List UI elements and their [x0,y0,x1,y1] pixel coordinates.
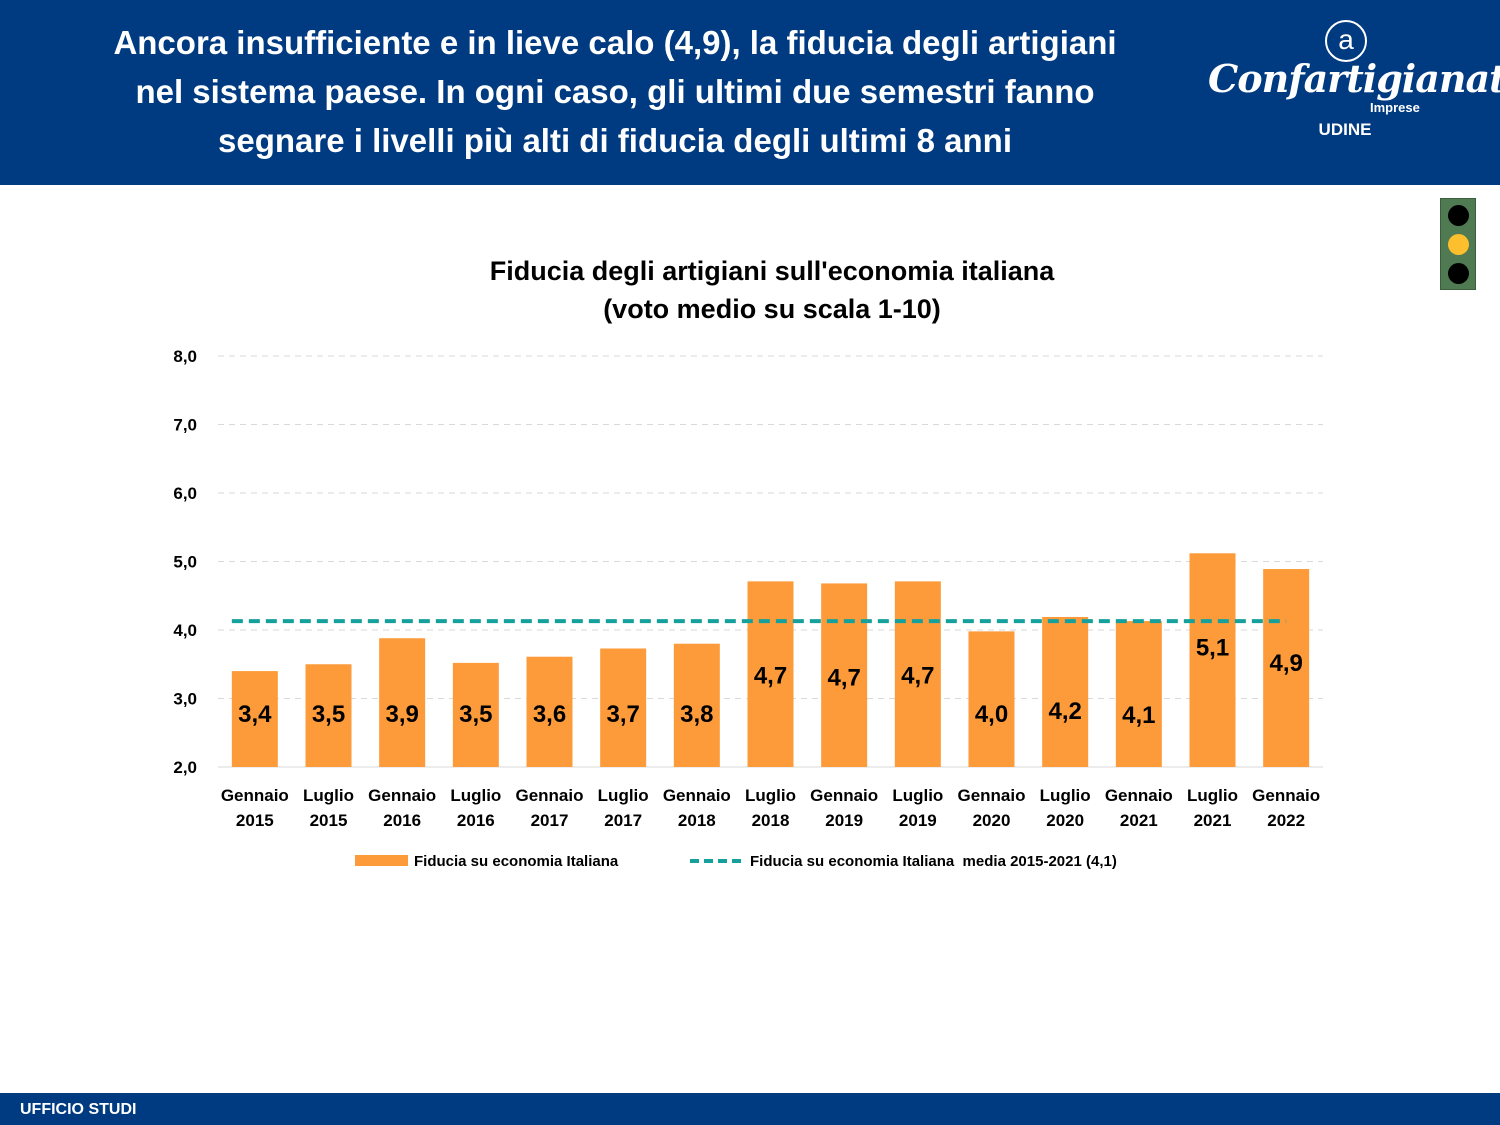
x-tick-label: Gennaio [957,786,1025,805]
x-tick-label-year: 2019 [825,811,863,830]
data-label: 4,0 [975,701,1008,728]
bar [894,581,941,767]
x-tick-label-year: 2018 [678,811,716,830]
logo-city: UDINE [1318,120,1372,139]
bar [747,581,794,767]
x-tick-label-year: 2015 [310,811,348,830]
x-tick-label: Gennaio [810,786,878,805]
x-tick-label: Gennaio [368,786,436,805]
data-label: 4,7 [901,662,934,689]
x-tick-label-year: 2016 [457,811,495,830]
x-tick-label: Luglio [598,786,649,805]
data-label: 3,9 [385,701,418,728]
legend-bar-swatch [355,855,408,866]
x-tick-label-year: 2022 [1267,811,1305,830]
x-tick-label: Luglio [1187,786,1238,805]
logo-name: Confartigianato [1208,56,1500,101]
data-label: 4,7 [827,664,860,691]
data-label: 5,1 [1196,634,1229,661]
y-tick-label: 7,0 [173,416,197,435]
x-tick-label-year: 2016 [383,811,421,830]
y-tick-label: 5,0 [173,553,197,572]
x-tick-label-year: 2020 [973,811,1011,830]
bar [600,648,647,767]
traffic-light-icon [1440,198,1476,290]
x-tick-label: Gennaio [1105,786,1173,805]
data-label: 3,5 [459,701,492,728]
x-tick-label: Gennaio [515,786,583,805]
logo-at-icon: a [1325,20,1367,62]
legend-bar-label: Fiducia su economia Italiana [414,853,619,870]
bar [821,583,868,767]
x-tick-label-year: 2017 [604,811,642,830]
traffic-light-red [1448,205,1469,226]
y-tick-label: 3,0 [173,690,197,709]
data-label: 3,7 [606,701,639,728]
legend-line-label: Fiducia su economia Italiana media 2015-… [750,853,1117,870]
logo-subtitle: Imprese [1370,100,1420,115]
y-tick-label: 6,0 [173,484,197,503]
traffic-light-yellow [1448,234,1469,255]
bar [1115,621,1162,767]
x-tick-label-year: 2019 [899,811,937,830]
x-tick-label: Luglio [1040,786,1091,805]
x-tick-label: Gennaio [221,786,289,805]
x-tick-label: Luglio [745,786,796,805]
x-tick-label: Luglio [450,786,501,805]
bar [1263,569,1310,767]
x-tick-label-year: 2017 [531,811,569,830]
header-banner: Ancora insufficiente e in lieve calo (4,… [0,0,1500,185]
bar [526,656,573,767]
bar [231,671,278,767]
y-tick-label: 4,0 [173,621,197,640]
bar [1189,553,1236,767]
confartigianato-logo: a Confartigianato Imprese UDINE [1200,18,1500,148]
data-label: 3,5 [312,701,345,728]
bar [452,662,499,767]
headline: Ancora insufficiente e in lieve calo (4,… [113,24,1117,159]
data-label: 3,8 [680,701,713,728]
bar [1042,616,1089,767]
bar [305,664,352,767]
bar [673,643,720,767]
bar-chart: 2,0 3,0 4,0 5,0 6,0 7,0 8,0 3,4 Gennaio 2015 3,5 Lu… [173,347,1323,870]
data-label: 4,2 [1048,698,1081,725]
x-tick-label-year: 2020 [1046,811,1084,830]
x-tick-label: Gennaio [1252,786,1320,805]
x-tick-label-year: 2021 [1120,811,1158,830]
data-label: 3,4 [238,701,272,728]
bar [968,631,1015,767]
footer-label: UFFICIO STUDI [20,1101,137,1118]
chart-title: Fiducia degli artigiani sull'economia it… [489,256,1055,324]
x-tick-label-year: 2021 [1194,811,1232,830]
data-label: 3,6 [533,701,566,728]
data-label: 4,1 [1122,702,1155,729]
bar [379,638,426,767]
y-tick-label: 8,0 [173,347,197,366]
data-label: 4,9 [1269,650,1302,677]
x-tick-label: Gennaio [663,786,731,805]
x-tick-label: Luglio [892,786,943,805]
x-tick-label: Luglio [303,786,354,805]
traffic-light-green [1448,263,1469,284]
x-tick-label-year: 2015 [236,811,274,830]
data-label: 4,7 [754,662,787,689]
x-tick-label-year: 2018 [752,811,790,830]
y-tick-label: 2,0 [173,758,197,777]
footer-bar: UFFICIO STUDI [0,1093,1500,1125]
